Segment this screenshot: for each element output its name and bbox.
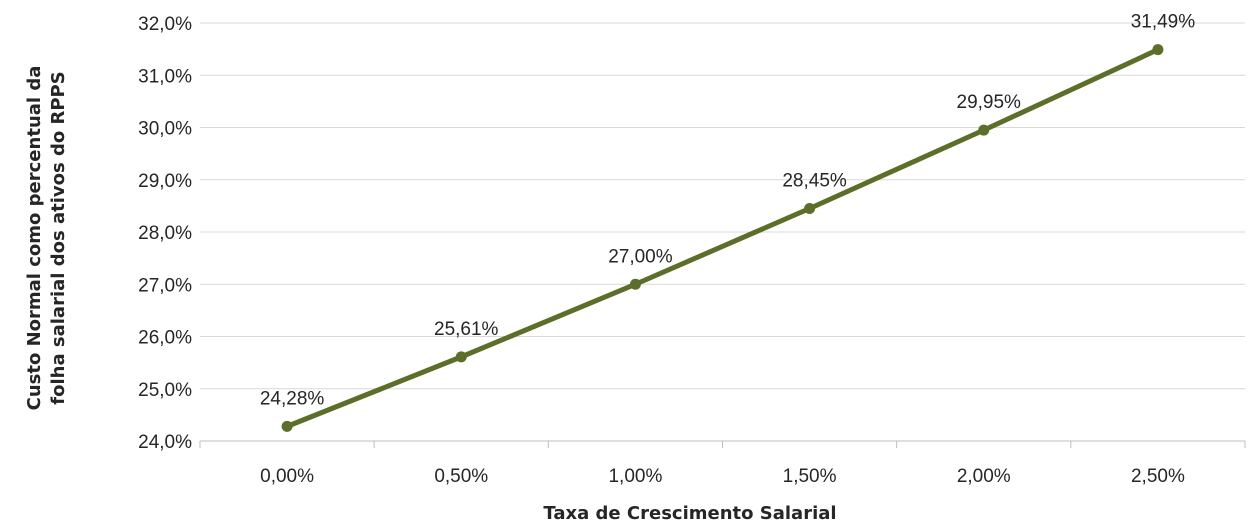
data-label: 24,28%: [260, 388, 325, 409]
y-tick-label: 24,0%: [138, 432, 192, 453]
y-axis-title: Custo Normal como percentual da folha sa…: [24, 66, 69, 411]
x-tick-label: 2,50%: [1131, 466, 1185, 487]
data-label: 27,00%: [608, 246, 673, 267]
x-axis-title: Taxa de Crescimento Salarial: [543, 503, 836, 524]
y-tick-label: 32,0%: [138, 14, 192, 35]
y-tick-label: 31,0%: [138, 66, 192, 87]
y-tick-label: 29,0%: [138, 171, 192, 192]
data-label: 31,49%: [1131, 12, 1196, 33]
x-tick-label: 1,50%: [783, 466, 837, 487]
data-point: [629, 278, 641, 290]
data-point: [978, 124, 990, 136]
x-tick-labels: 0,00% 0,50% 1,00% 1,50% 2,00% 2,50%: [260, 466, 1185, 487]
data-point: [281, 420, 293, 432]
axes: [199, 440, 1246, 448]
series-polyline: [284, 47, 1161, 429]
y-tick-label: 27,0%: [138, 275, 192, 296]
data-point: [1152, 44, 1164, 56]
data-label: 25,61%: [434, 319, 499, 340]
data-labels: 24,28% 25,61% 27,00% 28,45% 29,95% 31,49%: [260, 12, 1195, 410]
data-label: 29,95%: [957, 92, 1022, 113]
gridlines: [200, 22, 1245, 390]
x-tick-label: 0,50%: [434, 466, 488, 487]
y-tick-label: 26,0%: [138, 328, 192, 349]
y-tick-labels: 24,0% 25,0% 26,0% 27,0% 28,0% 29,0% 30,0% 31,0%…: [138, 14, 192, 453]
data-label: 28,45%: [782, 170, 847, 191]
y-axis-title-line-1: Custo Normal como percentual da: [24, 66, 45, 411]
x-tick-label: 1,00%: [608, 466, 662, 487]
series-line: [281, 44, 1164, 432]
y-tick-label: 25,0%: [138, 380, 192, 401]
y-axis-title-line-2: folha salarial dos ativos do RPPS: [48, 71, 69, 404]
x-tick-label: 0,00%: [260, 466, 314, 487]
y-tick-label: 30,0%: [138, 119, 192, 140]
y-tick-label: 28,0%: [138, 223, 192, 244]
data-point: [804, 202, 816, 214]
data-point: [455, 351, 467, 363]
x-tick-label: 2,00%: [957, 466, 1011, 487]
